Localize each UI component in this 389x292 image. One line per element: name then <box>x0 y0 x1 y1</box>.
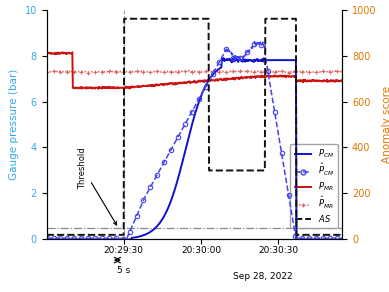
Text: 5 s: 5 s <box>117 266 131 275</box>
Text: Threshold: Threshold <box>78 147 117 225</box>
Legend: $P_{CM}$, $\hat{P}_{CM}$, $P_{MR}$, $\hat{P}_{MR}$, $AS$: $P_{CM}$, $\hat{P}_{CM}$, $P_{MR}$, $\ha… <box>290 144 338 228</box>
Y-axis label: Gauge pressure (bar): Gauge pressure (bar) <box>9 69 19 180</box>
Y-axis label: Anomaly score: Anomaly score <box>382 86 389 163</box>
Text: Sep 28, 2022: Sep 28, 2022 <box>233 272 292 281</box>
